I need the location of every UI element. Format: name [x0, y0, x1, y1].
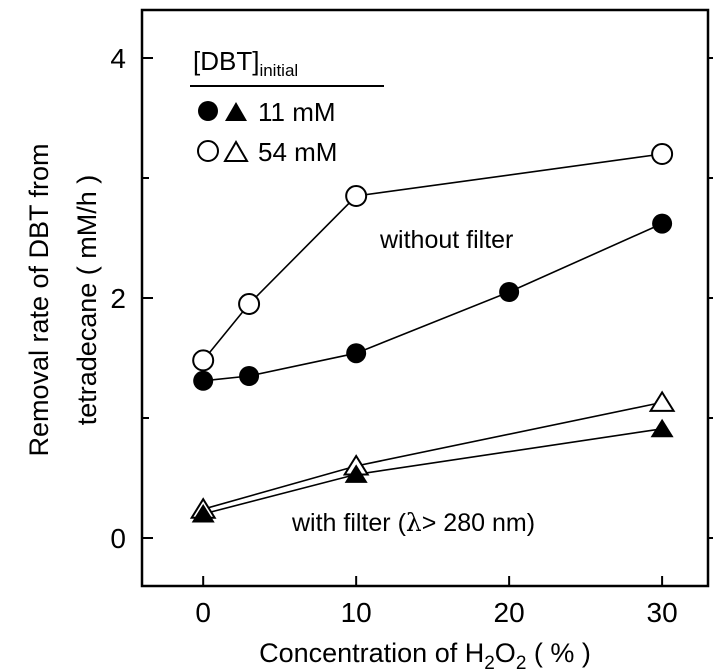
legend-marker-open-triangle	[223, 140, 249, 162]
series-line-open-circle	[202, 153, 663, 361]
legend-marker-filled-circle	[198, 101, 218, 121]
data-point-filled-circle	[193, 370, 214, 391]
legend-label-54mm: 54 mM	[258, 137, 337, 167]
data-point-open-circle	[651, 143, 674, 165]
x-axis-title: Concentration of H2O2 ( % )	[259, 638, 591, 670]
legend-title: [DBT]initial	[193, 46, 298, 80]
legend: [DBT]initial 11 mM 54 mM	[190, 46, 384, 167]
x-tick-label: 20	[494, 597, 525, 628]
annotation-with-filter: with filter (λ> 280 nm)	[291, 508, 535, 537]
series-layer	[189, 143, 676, 523]
plot-frame	[140, 8, 710, 588]
y-axis-title-line1: Removal rate of DBT from	[24, 143, 54, 456]
data-point-filled-circle	[499, 282, 520, 302]
y-axis-title-line2: tetradecane ( mM/h )	[72, 175, 102, 426]
data-point-filled-circle	[239, 366, 260, 386]
data-point-filled-circle	[346, 343, 367, 364]
legend-marker-open-circle	[197, 140, 219, 162]
data-point-filled-triangle	[191, 504, 215, 523]
data-point-open-triangle	[648, 390, 676, 412]
data-point-filled-triangle	[650, 418, 674, 438]
y-tick-label: 2	[110, 283, 126, 314]
axis-ticks: 0 10 20 30 0 2 4	[110, 43, 713, 628]
data-point-filled-triangle	[344, 464, 368, 483]
legend-marker-filled-triangle	[225, 102, 247, 121]
x-tick-label: 10	[341, 597, 372, 628]
data-point-open-circle	[345, 185, 368, 207]
y-tick-label: 0	[110, 523, 126, 554]
y-tick-label: 4	[110, 43, 126, 74]
data-point-open-circle	[238, 293, 261, 315]
annotation-without-filter: without filter	[379, 226, 513, 254]
series-line-filled-triangle	[202, 428, 663, 515]
data-point-open-circle	[192, 349, 215, 372]
legend-label-11mm: 11 mM	[258, 97, 336, 127]
data-point-filled-circle	[652, 213, 673, 234]
x-tick-label: 30	[647, 597, 678, 628]
series-line-open-triangle	[202, 401, 663, 510]
x-tick-label: 0	[195, 597, 211, 628]
